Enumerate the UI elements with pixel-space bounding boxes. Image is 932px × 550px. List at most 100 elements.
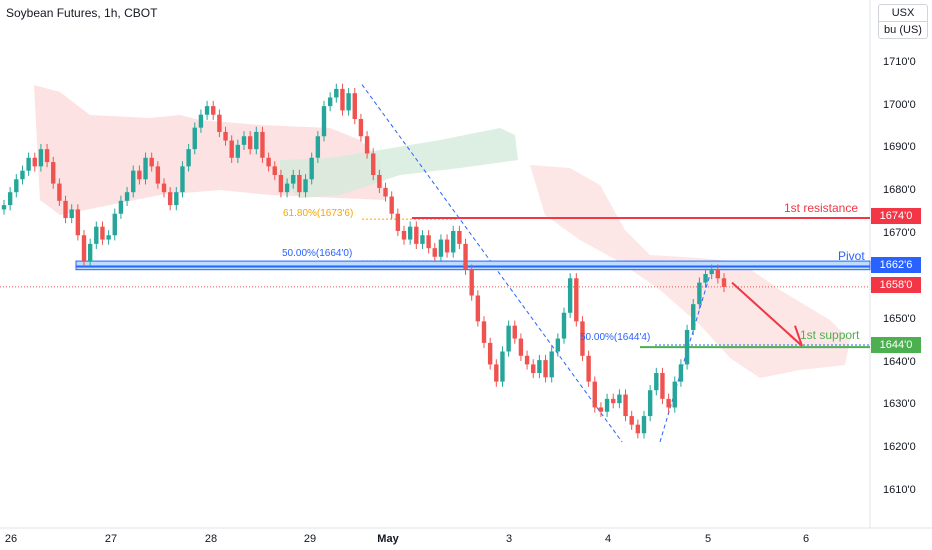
fib-label-upper: 61.80%(1673'6) (283, 208, 354, 219)
fib-label-mid: 50.00%(1664'0) (282, 248, 353, 259)
candle-body (647, 390, 653, 417)
candle-body (174, 192, 179, 206)
y-tick: 1640'0 (883, 356, 916, 368)
candle-body (247, 136, 253, 150)
candle-body (186, 149, 191, 167)
candle-body (278, 174, 284, 193)
candle-body (106, 235, 111, 240)
candle-body (87, 243, 93, 262)
chart-title: Soybean Futures, 1h, CBOT (6, 6, 158, 20)
y-tick: 1610'0 (883, 484, 916, 496)
candle-body (241, 136, 247, 145)
candle-body (475, 295, 481, 322)
ichimoku-cloud-green (280, 128, 518, 198)
candle-body (291, 174, 296, 184)
y-tick: 1650'0 (883, 313, 916, 325)
candle-body (26, 157, 31, 171)
candle-body (660, 373, 665, 399)
candle-body (38, 149, 44, 167)
projection-arrowhead (789, 325, 803, 347)
unit-label: bu (US) (884, 24, 922, 36)
candle-body (303, 179, 308, 193)
candle-body (180, 166, 185, 193)
candle-body (69, 209, 74, 219)
candle-body (389, 196, 394, 214)
candle-body (266, 157, 271, 167)
candle-body (198, 114, 204, 128)
candle-body (235, 144, 241, 158)
candle-body (383, 187, 388, 197)
candle-body (457, 230, 462, 244)
candle-body (414, 226, 419, 244)
candle-body (284, 183, 290, 193)
x-tick: 26 (4, 533, 18, 545)
candle-body (531, 364, 536, 374)
candle-body (57, 183, 62, 201)
unit-selector[interactable]: USX bu (US) (878, 4, 928, 39)
y-tick: 1670'0 (883, 227, 916, 239)
support-label: 1st support (800, 328, 860, 342)
candle-body (543, 360, 548, 378)
candle-body (444, 239, 450, 253)
candle-body (555, 338, 561, 352)
candle-body (51, 162, 56, 184)
candle-body (7, 192, 13, 206)
y-tick: 1690'0 (883, 141, 916, 153)
candle-body (715, 269, 721, 279)
candle-body (75, 209, 81, 236)
candle-body (327, 97, 333, 107)
candle-body (487, 342, 493, 365)
candle-body (377, 174, 382, 188)
candle-body (617, 394, 622, 404)
candle-body (32, 157, 37, 167)
currency-label: USX (879, 5, 927, 22)
candle-body (524, 355, 530, 365)
candle-body (63, 200, 68, 219)
candle-body (81, 235, 87, 262)
candle-body (44, 149, 50, 163)
support-price-tag: 1644'0 (871, 337, 921, 353)
last-price-tag: 1658'0 (871, 277, 921, 293)
ichimoku-cloud-red-future (530, 165, 850, 378)
candle-body (395, 213, 401, 231)
candle-body (697, 282, 702, 305)
candle-body (346, 93, 351, 111)
candle-body (635, 424, 641, 434)
candle-body (204, 106, 210, 115)
candle-body (623, 394, 628, 417)
candle-body (654, 373, 659, 391)
resistance-price-tag: 1674'0 (871, 208, 921, 224)
candle-body (512, 325, 517, 339)
candle-body (629, 416, 634, 425)
x-tick: 3 (505, 533, 513, 545)
candle-body (586, 355, 591, 382)
candle-body (604, 398, 610, 412)
y-tick: 1710'0 (883, 56, 916, 68)
pivot-label: Pivot (838, 249, 865, 263)
candle-body (598, 407, 604, 412)
candle-body (481, 321, 487, 343)
candle-body (494, 364, 499, 382)
candle-body (580, 321, 585, 356)
candle-body (592, 381, 597, 408)
candle-body (666, 398, 671, 408)
candle-body (309, 157, 314, 180)
pivot-zone (75, 260, 871, 271)
candle-body (155, 166, 161, 184)
candle-body (167, 192, 173, 206)
candle-body (506, 325, 511, 352)
candle-body (14, 179, 19, 193)
candle-body (254, 131, 259, 150)
candle-body (426, 235, 431, 249)
x-tick: May (377, 533, 399, 545)
candle-body (641, 416, 647, 434)
candle-body (703, 274, 708, 283)
candle-body (94, 226, 99, 244)
resistance-label: 1st resistance (784, 201, 859, 215)
candle-body (217, 114, 222, 132)
candle-body (574, 278, 579, 322)
candle-body (684, 329, 690, 365)
candle-body (364, 136, 370, 154)
